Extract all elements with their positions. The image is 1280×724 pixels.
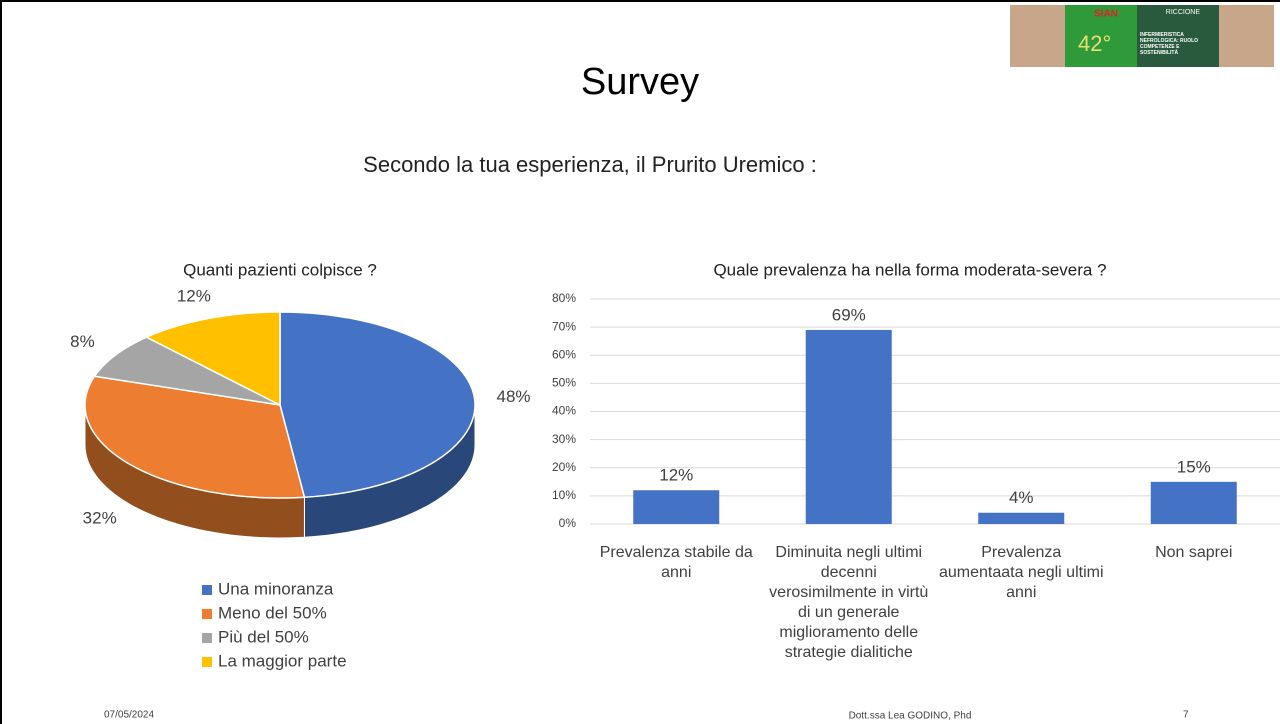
bar	[633, 490, 720, 524]
bar	[1150, 481, 1237, 524]
legend-swatch	[202, 585, 212, 595]
pie-slice	[93, 336, 281, 406]
legend-swatch	[202, 657, 212, 667]
x-tick-label: Non saprei	[1155, 544, 1233, 561]
logo-edition: 42°	[1078, 31, 1111, 56]
bar-value-label: 69%	[832, 305, 866, 324]
pie-title: Quanti pazienti colpisce ?	[183, 260, 377, 279]
legend-label: Meno del 50%	[218, 603, 327, 622]
x-tick-label: Prevalenza stabile da anni	[599, 544, 753, 581]
bar-value-label: 4%	[1009, 488, 1034, 507]
pie-value-label: 48%	[497, 387, 531, 406]
bar	[978, 512, 1065, 524]
logo-motto: INFERMIERISTICA NEFROLOGICA: RUOLO COMPE…	[1140, 32, 1199, 56]
y-tick-label: 10%	[552, 488, 576, 502]
slide-title: Survey	[581, 61, 699, 103]
y-tick-label: 40%	[552, 404, 576, 418]
y-tick-label: 60%	[552, 347, 576, 361]
slide-subtitle: Secondo la tua esperienza, il Prurito Ur…	[363, 152, 817, 177]
logo: SIAN 42° RICCIONE INFERMIERISTICA NEFROL…	[1010, 5, 1274, 67]
pie-value-label: 32%	[83, 509, 117, 528]
y-tick-label: 0%	[559, 516, 577, 530]
logo-place: RICCIONE	[1166, 9, 1201, 16]
pie-slice	[144, 311, 281, 407]
footer-date: 07/05/2024	[104, 710, 154, 721]
pie-value-label: 8%	[70, 332, 95, 351]
x-tick-label: Prevalenza aumentaata negli ultimi anni	[938, 544, 1104, 601]
logo-green	[1065, 5, 1137, 67]
legend-swatch	[202, 633, 212, 643]
bar-title: Quale prevalenza ha nella forma moderata…	[713, 260, 1106, 279]
y-tick-label: 70%	[552, 319, 576, 333]
pie-slice	[84, 375, 306, 499]
x-tick-label: Diminuita negli ultimi decenni verosimil…	[769, 544, 929, 661]
logo-brand: SIAN	[1094, 9, 1118, 20]
pie-value-label: 12%	[177, 286, 211, 305]
bar-value-label: 12%	[659, 466, 693, 485]
y-tick-label: 30%	[552, 432, 576, 446]
logo-left	[1010, 5, 1065, 67]
bar-value-label: 15%	[1177, 457, 1211, 476]
legend-label: Una minoranza	[218, 579, 334, 598]
bar	[805, 329, 892, 524]
legend-label: Più del 50%	[218, 627, 309, 646]
y-tick-label: 80%	[552, 291, 576, 305]
y-tick-label: 50%	[552, 376, 576, 390]
logo-motto-box: INFERMIERISTICA NEFROLOGICA: RUOLO COMPE…	[1140, 32, 1199, 56]
logo-right	[1219, 5, 1274, 67]
footer-author: Dott.ssa Lea GODINO, Phd	[849, 711, 972, 722]
legend-label: La maggior parte	[218, 651, 347, 670]
logo-dark	[1137, 5, 1219, 67]
footer-page: 7	[1183, 710, 1189, 721]
legend-swatch	[202, 609, 212, 619]
pie-slice	[279, 311, 476, 499]
y-tick-label: 20%	[552, 460, 576, 474]
